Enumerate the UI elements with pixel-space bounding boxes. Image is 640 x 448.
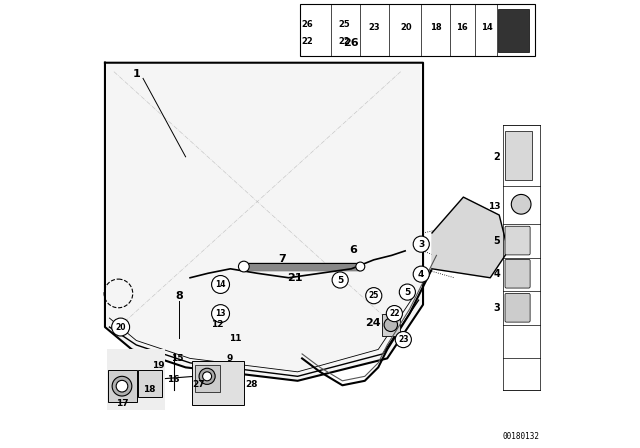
Text: 4: 4 [493, 269, 500, 279]
Circle shape [112, 376, 132, 396]
Circle shape [413, 266, 429, 282]
Text: 20: 20 [115, 323, 126, 332]
Text: 22: 22 [339, 37, 351, 46]
Circle shape [212, 276, 230, 293]
Text: 17: 17 [116, 399, 128, 408]
Text: 11: 11 [228, 334, 241, 343]
Text: 26: 26 [344, 38, 359, 47]
Text: 3: 3 [493, 303, 500, 313]
Text: 8: 8 [175, 291, 183, 301]
Text: 19: 19 [152, 361, 165, 370]
Circle shape [384, 318, 397, 332]
FancyBboxPatch shape [108, 370, 137, 402]
Text: 4: 4 [418, 270, 424, 279]
Text: 14: 14 [215, 280, 226, 289]
FancyBboxPatch shape [382, 314, 400, 336]
Circle shape [199, 368, 215, 384]
FancyBboxPatch shape [505, 226, 530, 255]
Text: 6: 6 [349, 245, 358, 255]
Text: 1: 1 [132, 69, 140, 79]
Text: 25: 25 [339, 20, 351, 29]
Text: 28: 28 [246, 380, 258, 389]
Text: 5: 5 [404, 288, 410, 297]
FancyBboxPatch shape [505, 259, 530, 288]
Text: 13: 13 [215, 309, 226, 318]
Circle shape [356, 262, 365, 271]
Circle shape [396, 332, 412, 348]
Text: 16: 16 [456, 23, 468, 32]
Circle shape [116, 380, 128, 392]
Text: 22: 22 [389, 309, 399, 318]
Polygon shape [105, 63, 423, 381]
Circle shape [239, 261, 249, 272]
FancyBboxPatch shape [195, 365, 220, 392]
Text: 25: 25 [369, 291, 379, 300]
Text: 20: 20 [400, 23, 412, 32]
Text: 15: 15 [172, 354, 184, 363]
Text: 18: 18 [430, 23, 442, 32]
Text: 27: 27 [193, 380, 205, 389]
Text: 26: 26 [301, 20, 314, 29]
Text: 12: 12 [211, 320, 223, 329]
Circle shape [413, 236, 429, 252]
Circle shape [332, 272, 348, 288]
Text: 24: 24 [365, 318, 381, 327]
FancyBboxPatch shape [192, 361, 244, 405]
Text: 23: 23 [398, 335, 408, 344]
FancyBboxPatch shape [505, 131, 532, 180]
FancyBboxPatch shape [498, 9, 529, 52]
Circle shape [399, 284, 415, 300]
Circle shape [212, 305, 230, 323]
FancyBboxPatch shape [108, 349, 165, 410]
Text: 5: 5 [493, 236, 500, 246]
Circle shape [365, 288, 382, 304]
Circle shape [511, 194, 531, 214]
Polygon shape [432, 197, 508, 278]
Text: 22: 22 [301, 37, 314, 46]
Circle shape [203, 372, 212, 381]
Circle shape [112, 318, 130, 336]
FancyBboxPatch shape [505, 293, 530, 322]
Text: 16: 16 [167, 375, 179, 383]
Text: 18: 18 [143, 385, 155, 394]
Text: 5: 5 [337, 276, 343, 284]
Text: 13: 13 [488, 202, 500, 211]
FancyBboxPatch shape [300, 4, 535, 56]
Text: 00180132: 00180132 [502, 432, 540, 441]
Text: 2: 2 [493, 152, 500, 162]
Text: 7: 7 [278, 254, 286, 264]
Circle shape [387, 306, 403, 322]
Text: 3: 3 [418, 240, 424, 249]
Text: 9: 9 [227, 354, 233, 363]
Text: 14: 14 [481, 23, 493, 32]
Text: 21: 21 [287, 273, 303, 283]
FancyBboxPatch shape [138, 370, 163, 397]
Text: 23: 23 [369, 23, 380, 32]
